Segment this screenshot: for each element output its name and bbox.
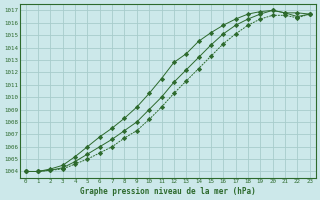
X-axis label: Graphe pression niveau de la mer (hPa): Graphe pression niveau de la mer (hPa) [80,187,256,196]
